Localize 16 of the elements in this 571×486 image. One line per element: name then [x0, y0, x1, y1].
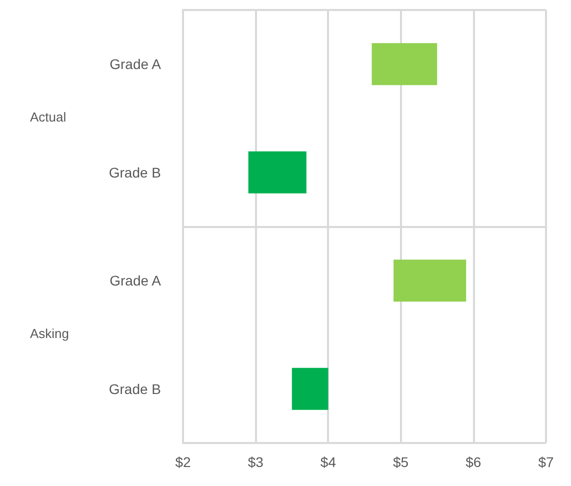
y-tick-label: Grade B [108, 380, 161, 397]
y-tick-label: Grade B [108, 164, 161, 180]
text: Actual [30, 109, 66, 124]
x-tick-label: $5 [393, 454, 409, 470]
bar [248, 151, 306, 194]
y-tick-label: Grade A [110, 56, 162, 72]
x-tick-label: $2 [175, 454, 191, 470]
bar [394, 260, 466, 302]
bar [372, 43, 438, 86]
text: Asking [30, 326, 70, 341]
x-tick-label: $4 [320, 454, 336, 470]
x-tick-label: $7 [538, 454, 554, 470]
bar [292, 368, 328, 410]
x-tick-label: $6 [466, 454, 482, 470]
y-tick-label: Grade A [110, 272, 162, 289]
x-tick-label: $3 [248, 454, 264, 470]
